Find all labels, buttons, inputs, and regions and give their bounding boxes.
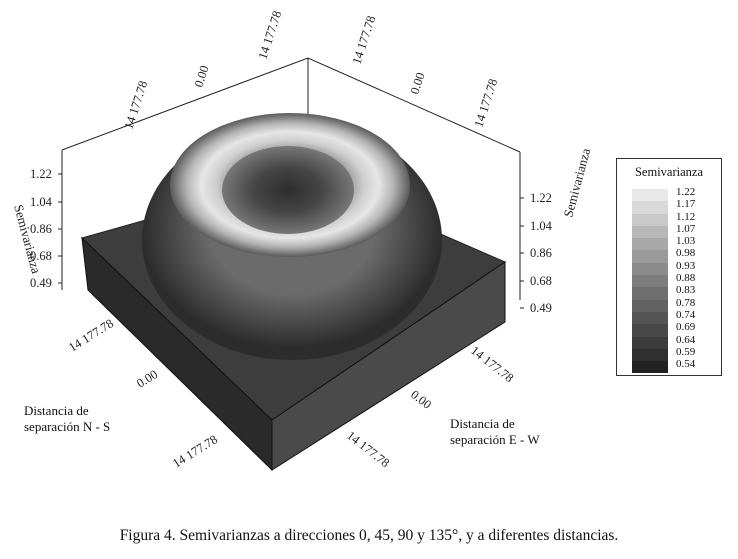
z-tick-left: 0.86 (30, 222, 52, 236)
ew-zero-tick: 0.00 (408, 387, 434, 411)
legend-swatch (632, 348, 668, 362)
ns-axis-title: Distancia de separación N - S (24, 403, 110, 435)
legend-swatch (632, 262, 668, 276)
legend-value: 0.59 (676, 345, 696, 358)
legend-swatch (632, 287, 668, 300)
figure-caption: Figura 4. Semivarianzas a direcciones 0,… (119, 527, 619, 544)
ns-tick: 14 177.78 (66, 316, 116, 354)
ns-tick: 14 177.78 (170, 432, 220, 470)
ns-axis-title-line2: separación N - S (24, 419, 111, 434)
legend-value: 0.64 (676, 333, 696, 346)
top-tick: 14 177.78 (350, 14, 379, 66)
legend-value: 1.07 (676, 222, 696, 235)
ew-axis-title: Distancia de separación E - W (450, 416, 540, 448)
legend-swatch (632, 213, 668, 226)
z-tick-left: 1.22 (30, 167, 52, 181)
legend-value: 0.69 (676, 321, 696, 334)
legend-swatch (632, 275, 668, 288)
slab-right-face (271, 261, 506, 471)
z-tick-left: 1.04 (30, 195, 53, 209)
z-tick-right: 0.49 (530, 301, 552, 315)
top-tick: 14 177.78 (472, 77, 501, 129)
ew-axis-title-line2: separación E - W (450, 432, 540, 447)
central-pit (222, 146, 354, 234)
legend-swatch (632, 361, 668, 374)
z-tick-left: 0.68 (30, 249, 52, 263)
legend-swatch (632, 250, 668, 263)
legend-value: 1.12 (676, 210, 696, 223)
legend-swatch (632, 324, 668, 337)
legend-swatch (632, 336, 668, 349)
legend-value: 0.88 (676, 272, 696, 285)
ew-axis-title-line1: Distancia de (450, 416, 515, 431)
legend-value: 0.78 (676, 296, 696, 309)
legend-value: 1.03 (676, 235, 696, 248)
legend-value: 1.22 (676, 186, 696, 198)
legend-swatch (632, 189, 668, 202)
ns-tick: 0.00 (134, 367, 160, 390)
ew-tick: 14 177.78 (344, 428, 392, 470)
top-tick: 0.00 (192, 64, 212, 89)
legend-values: 1.22 1.17 1.12 1.07 1.03 0.98 0.93 0.88 0.83 0.78… (676, 186, 695, 370)
ew-tick: 14 177.78 (468, 343, 516, 385)
legend-value: 0.54 (676, 358, 696, 371)
z-axis-right (520, 197, 524, 309)
legend-value: 0.83 (676, 284, 696, 297)
legend-title: Semivarianza (634, 165, 704, 179)
ns-axis-title-line1: Distancia de (24, 403, 89, 418)
legend-value: 0.93 (676, 259, 696, 272)
z-axis-title-left: Semivarianza (11, 203, 44, 275)
legend: Semivarianza 1.22 1.17 1.12 1.07 1.03 0.98 0.9… (616, 158, 722, 376)
legend-value: 0.98 (676, 247, 696, 260)
z-tick-right: 1.04 (530, 219, 553, 233)
z-tick-right: 0.86 (530, 246, 552, 260)
legend-swatch (632, 201, 668, 214)
top-tick: 0.00 (408, 71, 428, 96)
z-tick-right: 0.68 (530, 274, 552, 288)
z-tick-left: 0.49 (30, 276, 52, 290)
legend-swatch (632, 238, 668, 251)
top-tick: 14 177.78 (122, 79, 151, 131)
legend-swatch (632, 311, 668, 325)
z-tick-right: 1.22 (530, 191, 552, 205)
z-axis-left (58, 173, 62, 284)
legend-value: 0.74 (676, 308, 696, 321)
legend-value: 1.17 (676, 198, 696, 211)
legend-swatch (632, 299, 668, 312)
top-tick: 14 177.78 (256, 9, 285, 61)
legend-swatch (632, 225, 668, 239)
legend-swatches (632, 189, 668, 374)
z-axis-title-right: Semivarianza (560, 146, 593, 218)
